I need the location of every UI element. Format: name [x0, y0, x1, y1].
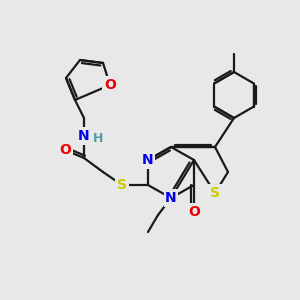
- Text: N: N: [142, 153, 154, 167]
- Text: S: S: [210, 186, 220, 200]
- Text: H: H: [93, 131, 103, 145]
- Text: N: N: [165, 191, 177, 205]
- Text: S: S: [117, 178, 127, 192]
- Text: N: N: [78, 129, 90, 143]
- Text: O: O: [59, 143, 71, 157]
- Text: O: O: [188, 205, 200, 219]
- Text: O: O: [104, 78, 116, 92]
